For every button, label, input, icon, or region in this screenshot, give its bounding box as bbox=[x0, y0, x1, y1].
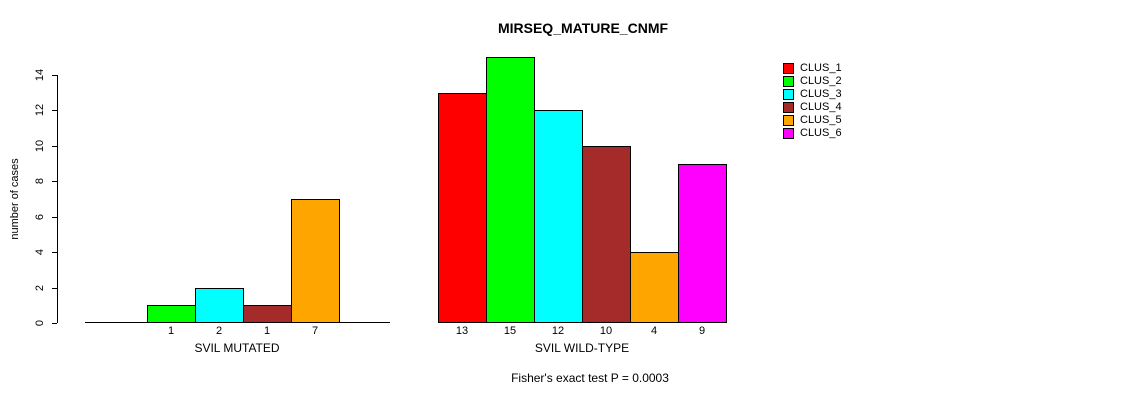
bar-clus_4 bbox=[582, 146, 631, 323]
y-tick bbox=[52, 110, 57, 111]
bar-clus_2 bbox=[486, 57, 535, 323]
bar-clus_3 bbox=[195, 288, 244, 323]
y-axis-line bbox=[57, 75, 58, 323]
legend-label: CLUS_2 bbox=[800, 75, 842, 87]
y-tick bbox=[52, 323, 57, 324]
bar-value-label: 13 bbox=[455, 325, 469, 337]
y-tick-label: 14 bbox=[34, 68, 46, 82]
bar-value-label: 7 bbox=[311, 325, 319, 337]
y-tick bbox=[52, 288, 57, 289]
bar-value-label: 10 bbox=[599, 325, 613, 337]
bar-clus_4 bbox=[243, 305, 292, 323]
legend-label: CLUS_3 bbox=[800, 88, 842, 100]
y-tick-label: 4 bbox=[34, 248, 46, 256]
legend-item: CLUS_4 bbox=[783, 101, 842, 114]
group-label-svil-mutated: SVIL MUTATED bbox=[194, 341, 280, 355]
bar-clus_5 bbox=[291, 199, 340, 323]
legend-item: CLUS_6 bbox=[783, 127, 842, 140]
bar-value-label: 1 bbox=[167, 325, 175, 337]
legend-item: CLUS_2 bbox=[783, 75, 842, 88]
bar-clus_1 bbox=[438, 93, 487, 323]
bar-clus_5 bbox=[630, 252, 679, 323]
y-tick-label: 8 bbox=[34, 177, 46, 185]
legend-swatch-clus_6 bbox=[783, 128, 794, 139]
y-tick-label: 10 bbox=[34, 139, 46, 153]
legend: CLUS_1 CLUS_2 CLUS_3 CLUS_4 CLUS_5 CLUS_6 bbox=[783, 62, 842, 140]
fisher-test-annotation: Fisher's exact test P = 0.0003 bbox=[511, 371, 669, 385]
legend-item: CLUS_3 bbox=[783, 88, 842, 101]
bar-clus_6 bbox=[678, 164, 727, 323]
y-tick bbox=[52, 75, 57, 76]
bar-value-label: 4 bbox=[650, 325, 658, 337]
legend-swatch-clus_5 bbox=[783, 115, 794, 126]
y-tick-label: 0 bbox=[34, 319, 46, 327]
legend-label: CLUS_5 bbox=[800, 114, 842, 126]
bar-clus_3 bbox=[534, 110, 583, 323]
legend-label: CLUS_1 bbox=[800, 62, 842, 74]
y-tick-label: 6 bbox=[34, 213, 46, 221]
y-tick bbox=[52, 217, 57, 218]
bar-value-label: 2 bbox=[215, 325, 223, 337]
y-tick bbox=[52, 252, 57, 253]
legend-swatch-clus_2 bbox=[783, 76, 794, 87]
legend-label: CLUS_4 bbox=[800, 101, 842, 113]
y-tick bbox=[52, 181, 57, 182]
bar-value-label: 1 bbox=[263, 325, 271, 337]
legend-swatch-clus_3 bbox=[783, 89, 794, 100]
y-tick bbox=[52, 146, 57, 147]
bar-value-label: 15 bbox=[503, 325, 517, 337]
legend-swatch-clus_4 bbox=[783, 102, 794, 113]
y-tick-label: 12 bbox=[34, 103, 46, 117]
legend-swatch-clus_1 bbox=[783, 63, 794, 74]
legend-item: CLUS_1 bbox=[783, 62, 842, 75]
bar-clus_2 bbox=[147, 305, 196, 323]
group-label-svil-wild-type: SVIL WILD-TYPE bbox=[534, 341, 630, 355]
bar-value-label: 9 bbox=[698, 325, 706, 337]
y-axis-label: number of cases bbox=[9, 158, 21, 240]
legend-label: CLUS_6 bbox=[800, 127, 842, 139]
bar-value-label: 12 bbox=[551, 325, 565, 337]
legend-item: CLUS_5 bbox=[783, 114, 842, 127]
y-tick-label: 2 bbox=[34, 284, 46, 292]
chart-title: MIRSEQ_MATURE_CNMF bbox=[497, 20, 669, 36]
